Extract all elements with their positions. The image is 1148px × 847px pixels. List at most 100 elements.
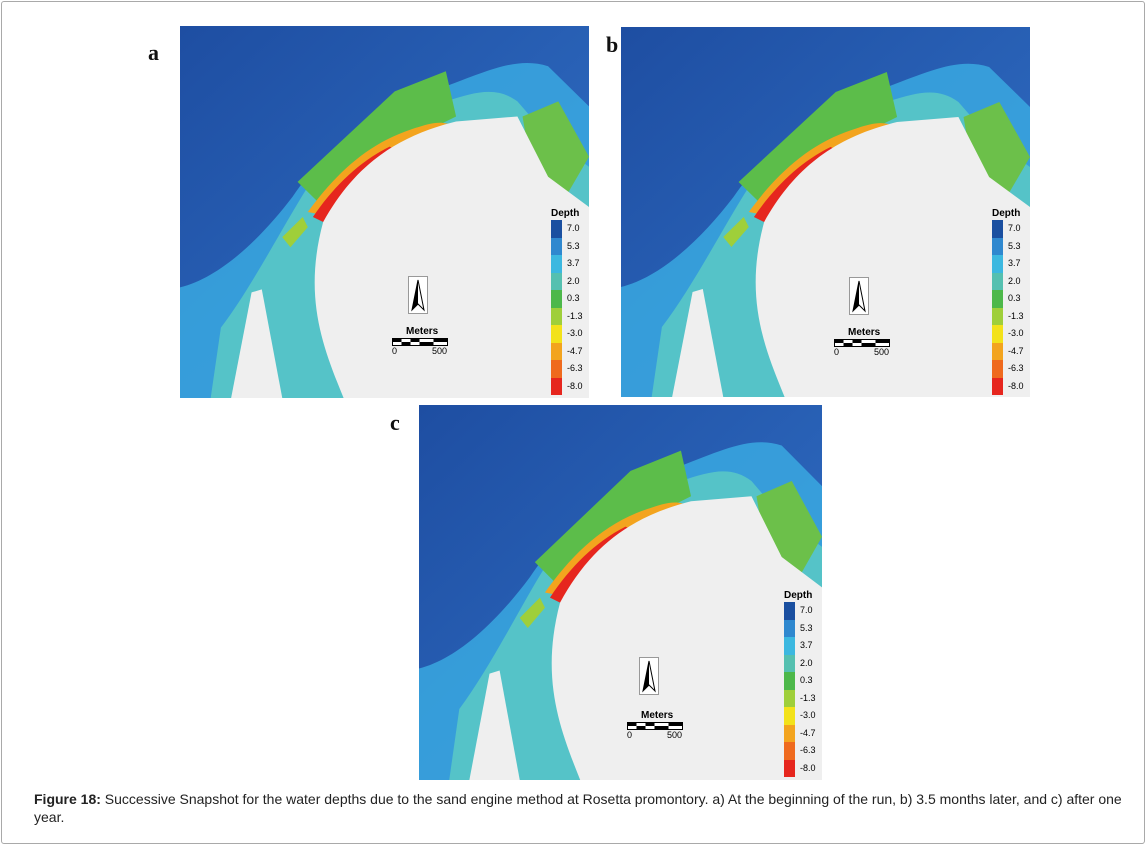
legend-label: -3.0 [1008,328,1024,338]
legend-label: -4.7 [800,727,816,738]
legend-entry: -4.7 [992,342,1030,360]
legend-swatch [784,707,795,725]
legend-swatch [551,272,562,290]
legend-label: -8.0 [800,762,816,773]
legend-title: Depth [992,208,1021,219]
panel-label-a: a [148,40,159,65]
legend-swatch [551,342,562,360]
legend-swatch [992,255,1003,273]
legend-entry: 0.3 [784,672,822,690]
legend-label: -3.0 [800,710,816,720]
legend-entry: -4.7 [784,724,822,742]
terrain-image [419,405,822,780]
legend-swatch [551,307,562,325]
scale-end-label: 500 [667,730,683,740]
legend-label: 0.3 [1008,293,1021,303]
legend-entry: -8.0 [551,377,589,395]
legend-swatch [784,689,795,707]
legend-label: -1.3 [567,310,583,321]
terrain-image [621,27,1030,397]
scale-title: Meters [406,326,439,337]
legend-swatch [992,377,1003,395]
legend-swatch [551,255,562,273]
legend-swatch [551,360,562,378]
legend-swatch [551,325,562,343]
legend-entry: -3.0 [992,325,1030,343]
scale-title: Meters [848,327,881,338]
depth-map-a: Depth 7.0 5.3 3.7 2.0 0.3 -1.3 -3.0 -4.7 -6.3 -8.0… [180,26,589,398]
legend-label: 5.3 [1008,240,1021,251]
figure-caption: Figure 18: Successive Snapshot for the w… [34,790,1124,826]
legend-entry: 7.0 [784,602,822,620]
legend-label: -6.3 [800,745,816,755]
legend-label: -6.3 [567,363,583,373]
legend-entry: -3.0 [784,707,822,725]
scale-end-label: 500 [874,347,890,357]
legend-swatch [784,672,795,690]
legend-label: 3.7 [567,258,580,268]
legend-label: -8.0 [1008,380,1024,391]
legend-swatch [992,342,1003,360]
legend-label: 5.3 [800,622,813,633]
legend-swatch [784,637,795,655]
scale-start-label: 0 [392,346,398,356]
legend-swatch [992,325,1003,343]
terrain-image [180,26,589,398]
legend-entry: 5.3 [551,237,589,255]
legend-swatch [551,220,562,238]
legend-entry: -3.0 [551,325,589,343]
legend-entry: -4.7 [551,342,589,360]
legend-entry: -8.0 [784,759,822,777]
legend-entry: -8.0 [992,377,1030,395]
legend-swatch [992,272,1003,290]
legend-swatch [992,307,1003,325]
legend-swatch [784,654,795,672]
panel-label-b: b [606,32,619,57]
scale-bar: Meters 0 500 [392,326,462,356]
depth-legend: Depth 7.0 5.3 3.7 2.0 0.3 -1.3 -3.0 -4.7 -6.3 -8.0 [992,208,1030,395]
legend-entry: -1.3 [992,307,1030,325]
legend-swatch [784,619,795,637]
legend-label: 0.3 [567,293,580,303]
legend-entry: 5.3 [784,619,822,637]
north-arrow-icon [849,277,869,320]
caption-label: Figure 18: [34,791,101,807]
legend-entry: 7.0 [551,220,589,238]
legend-entry: 3.7 [784,637,822,655]
legend-title: Depth [784,590,813,601]
legend-entry: 2.0 [551,272,589,290]
depth-map-c: Depth 7.0 5.3 3.7 2.0 0.3 -1.3 -3.0 -4.7 -6.3 -8.0… [419,405,822,780]
scale-bar: Meters 0 500 [834,327,904,357]
north-arrow-icon [408,276,428,319]
legend-swatch [992,290,1003,308]
scale-end-label: 500 [432,346,448,356]
legend-label: 5.3 [567,240,580,251]
legend-entry: 3.7 [551,255,589,273]
legend-entry: -1.3 [551,307,589,325]
legend-entry: -6.3 [992,360,1030,378]
caption-text: Successive Snapshot for the water depths… [34,791,1122,825]
legend-swatch [551,290,562,308]
depth-legend: Depth 7.0 5.3 3.7 2.0 0.3 -1.3 -3.0 -4.7 -6.3 -8.0 [784,590,822,777]
legend-label: -6.3 [1008,363,1024,373]
legend-label: -8.0 [567,380,583,391]
scale-start-label: 0 [834,347,840,357]
depth-map-b: Depth 7.0 5.3 3.7 2.0 0.3 -1.3 -3.0 -4.7 -6.3 -8.0… [621,27,1030,397]
scale-bar: Meters 0 500 [627,710,697,740]
legend-swatch [784,759,795,777]
legend-label: -4.7 [567,345,583,356]
legend-label: 7.0 [567,223,580,233]
legend-entry: 7.0 [992,220,1030,238]
depth-legend: Depth 7.0 5.3 3.7 2.0 0.3 -1.3 -3.0 -4.7 -6.3 -8.0 [551,208,589,395]
legend-swatch [551,237,562,255]
legend-swatch [551,377,562,395]
legend-label: 2.0 [1008,275,1021,286]
legend-swatch [784,602,795,620]
scale-start-label: 0 [627,730,633,740]
legend-label: -3.0 [567,328,583,338]
legend-label: 3.7 [800,640,813,650]
scale-title: Meters [641,710,674,721]
legend-entry: -1.3 [784,689,822,707]
legend-entry: 2.0 [784,654,822,672]
